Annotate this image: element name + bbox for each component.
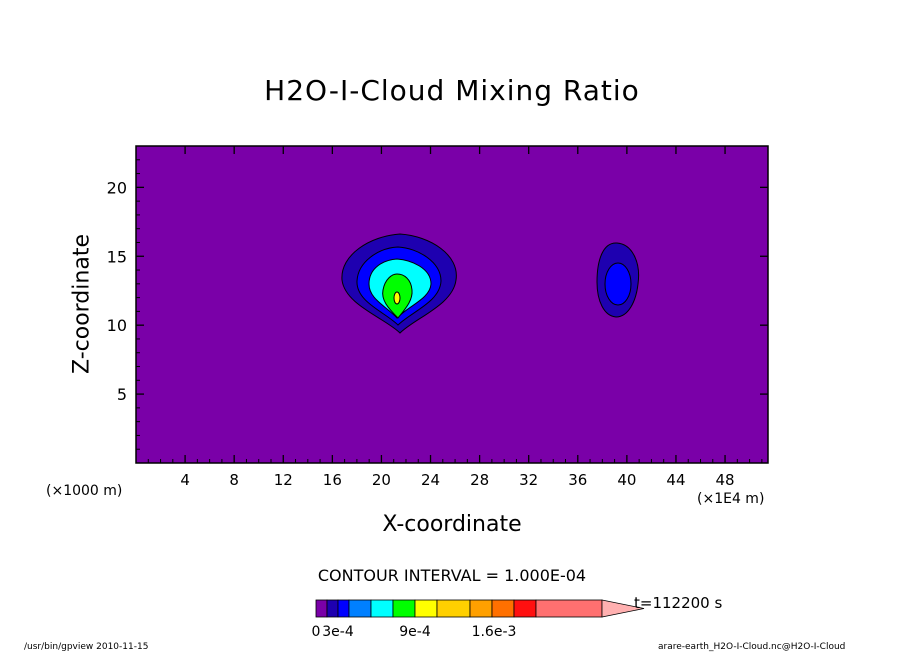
- colorbar-tick-label: 0: [312, 624, 321, 640]
- y-tick-label: 15: [107, 247, 127, 266]
- x-tick-label: 12: [274, 471, 293, 489]
- colorbar-tick-label: 1.6e-3: [472, 624, 517, 640]
- x-tick-label: 44: [666, 471, 685, 489]
- colorbar-tick-label: 9e-4: [399, 624, 431, 640]
- x-tick-label: 24: [421, 471, 440, 489]
- chart-title: H2O-I-Cloud Mixing Ratio: [264, 74, 640, 107]
- colorbar-segment: [326, 599, 339, 618]
- x-tick-label: 4: [180, 471, 190, 489]
- x-tick-label: 16: [323, 471, 342, 489]
- contour-level-2-secondary: [604, 262, 632, 306]
- y-unit-note: (×1E4 m): [697, 491, 765, 507]
- x-tick-label: 48: [716, 471, 735, 489]
- x-tick-label: 8: [229, 471, 239, 489]
- footer-left: /usr/bin/gpview 2010-11-15: [24, 642, 149, 652]
- x-tick-label: 20: [372, 471, 391, 489]
- y-tick-label: 5: [117, 385, 127, 404]
- footer-right: arare-earth_H2O-I-Cloud.nc@H2O-I-Cloud: [658, 642, 846, 652]
- x-axis-label: X-coordinate: [382, 512, 522, 537]
- colorbar-segment: [436, 599, 471, 618]
- y-tick-label: 10: [107, 316, 127, 335]
- colorbar-segment: [535, 599, 603, 618]
- colorbar-segment: [513, 599, 537, 618]
- y-axis-label: Z-coordinate: [69, 234, 95, 374]
- contour-interval: CONTOUR INTERVAL = 1.000E-04: [317, 566, 587, 585]
- time-label: t=112200 s: [634, 594, 723, 612]
- colorbar-segment: [348, 599, 372, 618]
- colorbar-segment: [414, 599, 438, 618]
- colorbar-extend-arrow: [601, 599, 645, 618]
- x-tick-label: 36: [568, 471, 587, 489]
- plot-background: [136, 146, 768, 463]
- x-tick-label: 28: [470, 471, 489, 489]
- plot-frame: [135, 145, 769, 464]
- colorbar-segment: [315, 599, 328, 618]
- x-tick-label: 40: [617, 471, 636, 489]
- colorbar-segment: [370, 599, 394, 618]
- colorbar-segment: [392, 599, 416, 618]
- colorbar-tick-label: 3e-4: [322, 624, 354, 640]
- contour-level-5: [393, 291, 401, 305]
- colorbar-segment: [337, 599, 350, 618]
- x-tick-label: 32: [519, 471, 538, 489]
- y-tick-label: 20: [107, 178, 127, 197]
- x-unit-note: (×1000 m): [46, 483, 123, 499]
- colorbar-segment: [469, 599, 493, 618]
- colorbar-segment: [491, 599, 515, 618]
